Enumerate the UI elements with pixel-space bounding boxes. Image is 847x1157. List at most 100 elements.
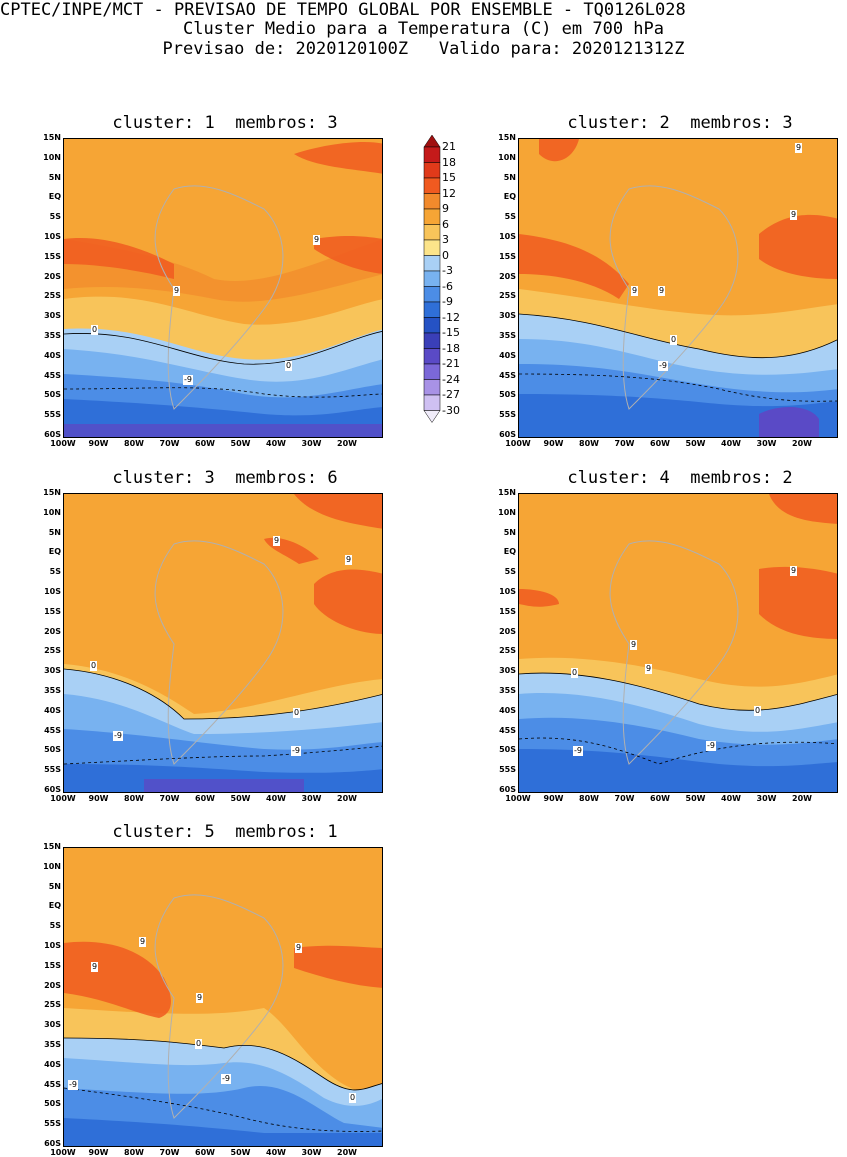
colorbar-label: 15 xyxy=(442,171,456,184)
lat-tick-label: 60S xyxy=(44,430,61,439)
contour-label: 0 xyxy=(195,1039,203,1049)
lat-tick-label: 60S xyxy=(44,1139,61,1148)
lat-tick-label: 5S xyxy=(49,921,61,931)
lon-tick-label: 40W xyxy=(721,439,741,448)
lat-tick-label: 20S xyxy=(499,626,516,636)
colorbar-label: 6 xyxy=(442,217,449,231)
colorbar-label: 0 xyxy=(442,248,449,262)
lat-tick-label: 15N xyxy=(498,133,516,142)
colorbar-swatch xyxy=(423,255,441,272)
contour-label: 9 xyxy=(630,640,638,650)
lat-tick-label: 40S xyxy=(44,1059,61,1069)
lat-tick-label: 15N xyxy=(43,133,61,142)
lat-tick-label: 15N xyxy=(498,488,516,497)
lat-tick-label: 10N xyxy=(43,152,61,162)
lon-tick-label: 30W xyxy=(301,439,322,448)
colorbar xyxy=(423,135,441,423)
lon-tick-label: 80W xyxy=(124,439,144,448)
lat-tick-label: EQ xyxy=(48,547,61,557)
lon-tick-label: 70W xyxy=(159,794,180,803)
contour-label: 0 xyxy=(91,325,99,335)
contour-label: 0 xyxy=(670,335,678,345)
contour-label: -9 xyxy=(658,361,668,371)
lat-tick-label: 45S xyxy=(499,370,516,380)
lon-tick-label: 80W xyxy=(124,1148,144,1157)
lat-tick-label: 45S xyxy=(44,725,61,735)
lat-tick-label: 40S xyxy=(499,350,516,360)
colorbar-label: -30 xyxy=(442,403,460,417)
lon-tick-label: 50W xyxy=(685,439,706,448)
panel-4-title: cluster: 4 membros: 2 xyxy=(567,468,793,488)
lon-tick-label: 90W xyxy=(88,1148,109,1157)
lat-tick-label: 35S xyxy=(499,331,516,340)
lon-tick-label: 40W xyxy=(266,794,286,803)
lon-tick-label: 80W xyxy=(579,794,599,803)
lat-tick-label: 5S xyxy=(504,212,516,222)
lat-tick-label: 20S xyxy=(44,626,61,636)
colorbar-swatch xyxy=(423,301,441,318)
contour-label: 9 xyxy=(790,566,798,576)
lon-tick-label: 20W xyxy=(792,794,812,803)
lat-tick-label: 15S xyxy=(44,960,61,970)
contour-label: 9 xyxy=(645,664,653,674)
lon-tick-label: 50W xyxy=(230,794,251,803)
lon-tick-label: 50W xyxy=(230,439,251,448)
lon-tick-label: 20W xyxy=(337,439,357,448)
lon-tick-label: 90W xyxy=(88,439,109,448)
temperature-map-3 xyxy=(64,494,382,792)
contour-label: 9 xyxy=(139,937,147,947)
lon-tick-label: 90W xyxy=(543,439,564,448)
lat-tick-label: 30S xyxy=(44,1020,61,1030)
contour-label: -9 xyxy=(113,731,123,741)
colorbar-swatch xyxy=(423,363,441,380)
contour-label: -9 xyxy=(183,375,193,385)
lon-tick-label: 40W xyxy=(266,439,286,448)
map-panel-4 xyxy=(518,493,838,793)
colorbar-arrow-bottom xyxy=(423,410,441,423)
contour-label: 9 xyxy=(273,536,281,546)
lat-tick-label: 60S xyxy=(499,430,516,439)
lon-tick-label: 30W xyxy=(756,794,777,803)
contour-label: 9 xyxy=(91,962,99,972)
lat-tick-label: 10N xyxy=(498,507,516,517)
lat-tick-label: 45S xyxy=(499,725,516,735)
panel-3-title: cluster: 3 membros: 6 xyxy=(112,468,338,488)
colorbar-label: 21 xyxy=(442,140,456,153)
lat-tick-label: 15S xyxy=(44,251,61,261)
temperature-map-4 xyxy=(519,494,837,792)
lat-tick-label: 25S xyxy=(44,1000,61,1010)
lat-tick-label: 5S xyxy=(49,567,61,577)
lon-tick-label: 100W xyxy=(50,439,76,448)
contour-label: 0 xyxy=(285,361,293,371)
lat-tick-label: EQ xyxy=(48,901,61,911)
colorbar-swatch xyxy=(423,348,441,365)
colorbar-label: -9 xyxy=(442,295,453,308)
colorbar-swatch xyxy=(423,379,441,396)
lat-tick-label: 60S xyxy=(44,785,61,794)
lat-tick-label: 35S xyxy=(499,686,516,695)
temperature-map-1 xyxy=(64,139,382,437)
lat-tick-label: 15N xyxy=(43,842,61,851)
colorbar-swatch xyxy=(423,239,441,256)
lat-tick-label: 15S xyxy=(44,606,61,616)
lat-tick-label: 5N xyxy=(48,172,61,182)
lon-tick-label: 70W xyxy=(159,1148,180,1157)
colorbar-label: 12 xyxy=(442,186,456,200)
colorbar-label: -15 xyxy=(442,326,460,339)
lon-tick-label: 90W xyxy=(88,794,109,803)
lon-tick-label: 90W xyxy=(543,794,564,803)
lon-tick-label: 70W xyxy=(614,439,635,448)
lat-tick-label: 25S xyxy=(44,291,61,301)
lon-tick-label: 100W xyxy=(50,794,76,803)
colorbar-swatch xyxy=(423,208,441,225)
lat-tick-label: 30S xyxy=(499,666,516,676)
lat-tick-label: 20S xyxy=(44,271,61,281)
colorbar-label: 18 xyxy=(442,155,456,169)
lat-tick-label: 25S xyxy=(44,646,61,656)
lat-tick-label: 55S xyxy=(499,765,516,775)
lat-tick-label: 35S xyxy=(44,1040,61,1049)
lat-tick-label: 50S xyxy=(499,745,516,755)
lat-tick-label: 15N xyxy=(43,488,61,497)
colorbar-swatch xyxy=(423,193,441,210)
lat-tick-label: 55S xyxy=(44,410,61,420)
